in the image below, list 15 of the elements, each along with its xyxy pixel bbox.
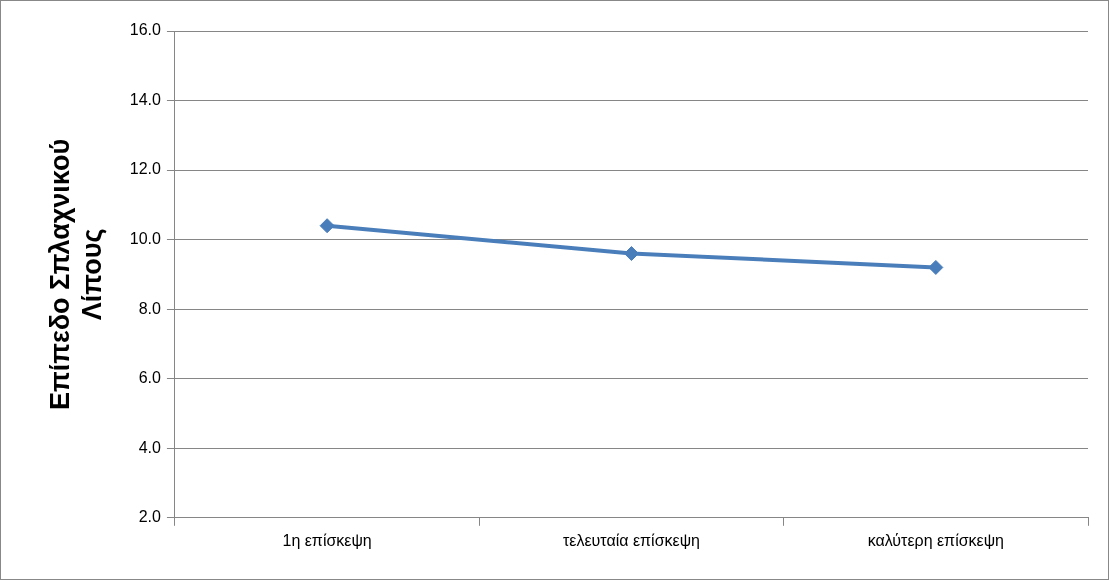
x-tick-label: τελευταία επίσκεψη — [562, 531, 700, 549]
y-tick-label: 16.0 — [129, 21, 162, 39]
x-tick-label: 1η επίσκεψη — [282, 531, 372, 549]
x-tick-label: καλύτερη επίσκεψη — [867, 531, 1004, 549]
y-axis-title: Επίπεδο Σπλαχνικού Λίπους — [44, 138, 108, 410]
y-tick-label: 12.0 — [129, 160, 162, 178]
point — [319, 218, 335, 234]
y-tick-label: 8.0 — [138, 299, 162, 317]
y-tick-label: 6.0 — [138, 369, 162, 387]
y-tick-label: 4.0 — [138, 438, 162, 456]
y-tick-label: 2.0 — [138, 508, 162, 526]
y-tick-label: 14.0 — [129, 90, 162, 108]
y-tick-label: 10.0 — [129, 230, 162, 248]
point — [928, 259, 944, 275]
point — [623, 246, 639, 262]
